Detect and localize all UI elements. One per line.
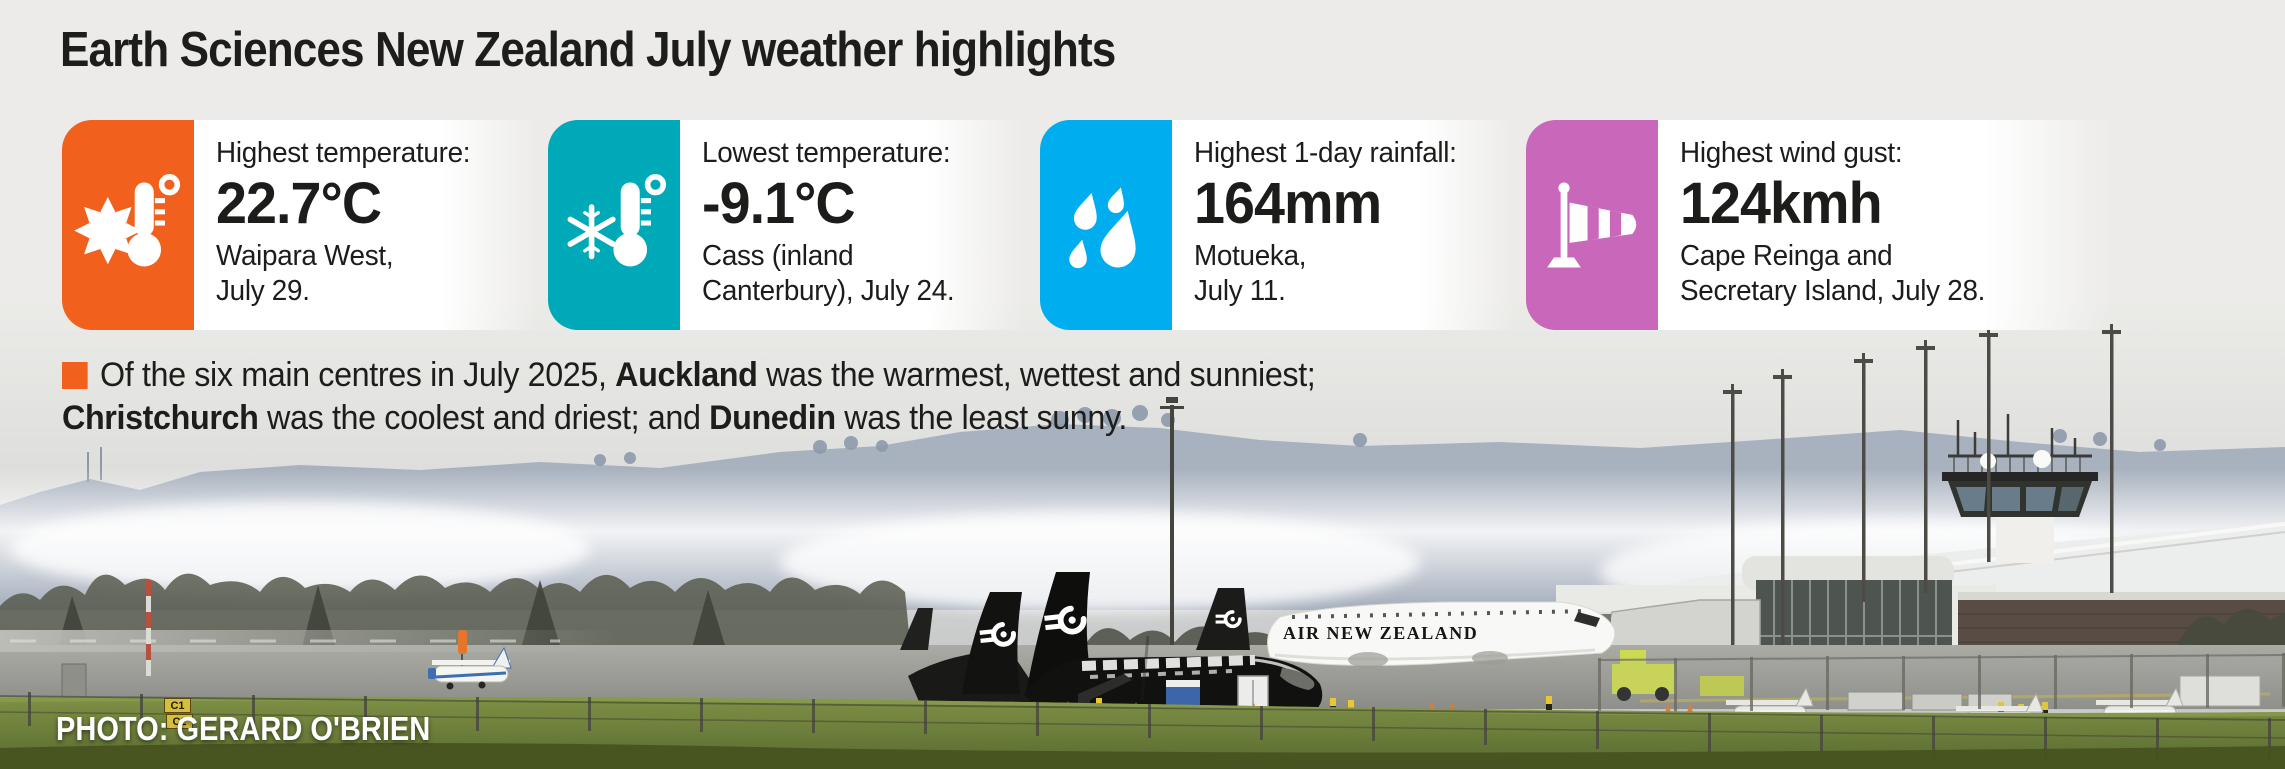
stat-card-text: Lowest temperature: -9.1°C Cass (inland …: [680, 120, 1024, 330]
page-title: Earth Sciences New Zealand July weather …: [60, 23, 1116, 77]
note-text: was the warmest, wettest and sunniest;: [757, 356, 1316, 394]
stat-card-highest-rainfall: Highest 1-day rainfall: 164mm Motueka, J…: [1040, 120, 1516, 330]
summary-note: Of the six main centres in July 2025, Au…: [62, 354, 1316, 440]
stat-label: Lowest temperature:: [702, 137, 951, 169]
stat-detail: July 29.: [216, 275, 310, 307]
photo-credit: PHOTO: GERARD O'BRIEN: [56, 710, 431, 747]
stat-value: 164mm: [1194, 171, 1382, 236]
note-bullet-icon: [62, 362, 88, 389]
stat-detail: Cape Reinga and: [1680, 240, 1893, 272]
airline-wordmark: AIR NEW ZEALAND: [1283, 623, 1478, 643]
tall-mast: [1160, 397, 1184, 701]
stat-card-highest-wind-gust: Highest wind gust: 124kmh Cape Reinga an…: [1526, 120, 2112, 330]
stat-detail: Canterbury), July 24.: [702, 275, 955, 307]
striped-mast: [146, 580, 151, 676]
stat-card-text: Highest temperature: 22.7°C Waipara West…: [194, 120, 538, 330]
airport-photo: AIR NEW ZEALAND: [0, 300, 2285, 769]
foreground-soil: [0, 743, 2285, 769]
hangar-eave: [1958, 592, 2285, 602]
black-atr-rear: [900, 592, 1045, 704]
stat-label: Highest 1-day rainfall:: [1194, 137, 1457, 169]
stat-value: 22.7°C: [216, 171, 382, 236]
stat-label: Highest temperature:: [216, 137, 471, 169]
note-text: was the least sunny.: [835, 399, 1127, 437]
stat-card-highest-temperature: Highest temperature: 22.7°C Waipara West…: [62, 120, 538, 330]
control-tower: [1942, 414, 2098, 563]
windsock-icon: [1526, 120, 1658, 330]
stat-detail: Motueka,: [1194, 240, 1307, 272]
note-city-christchurch: Christchurch: [62, 399, 259, 437]
light-poles: [1160, 324, 2121, 701]
stat-detail: Cass (inland: [702, 240, 854, 272]
left-objects: [61, 580, 512, 703]
sun-thermometer-icon: [62, 120, 194, 330]
stat-card-lowest-temperature: Lowest temperature: -9.1°C Cass (inland …: [548, 120, 1024, 330]
stat-value: 124kmh: [1680, 171, 1883, 236]
apron-fence: [1597, 653, 2285, 712]
stat-detail: July 11.: [1194, 275, 1286, 307]
summary-note-line1: Of the six main centres in July 2025, Au…: [62, 354, 1316, 397]
stat-card-text: Highest 1-day rainfall: 164mm Motueka, J…: [1172, 120, 1516, 330]
raindrops-icon: [1040, 120, 1172, 330]
note-text: was the coolest and driest; and: [258, 399, 710, 437]
small-plane-left: [428, 646, 512, 690]
taxiway-sign-c2: C2: [166, 714, 193, 729]
stat-label: Highest wind gust:: [1680, 137, 1903, 169]
taxiway-sign-c1: C1: [164, 698, 191, 713]
stat-card-text: Highest wind gust: 124kmh Cape Reinga an…: [1658, 120, 2112, 330]
frost-thermometer-icon: [548, 120, 680, 330]
summary-note-line2: Christchurch was the coolest and driest;…: [62, 397, 1315, 440]
white-airnz-plane: AIR NEW ZEALAND: [1196, 588, 1616, 668]
note-city-auckland: Auckland: [615, 356, 758, 394]
stat-detail: Waipara West,: [216, 240, 394, 272]
note-text: Of the six main centres in July 2025,: [100, 356, 616, 394]
stat-detail: Secretary Island, July 28.: [1680, 275, 1986, 307]
stat-value: -9.1°C: [702, 171, 856, 236]
note-city-dunedin: Dunedin: [709, 399, 836, 437]
